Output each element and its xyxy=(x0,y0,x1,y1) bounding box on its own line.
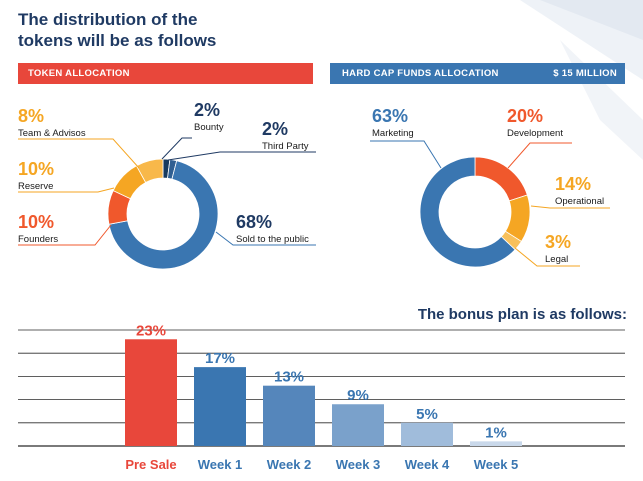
category-label: Pre Sale xyxy=(125,457,176,472)
category-label: Week 3 xyxy=(336,457,381,472)
bar-value-label: 23% xyxy=(136,322,166,339)
founders-label: Founders xyxy=(18,234,59,245)
category-label: Week 4 xyxy=(405,457,450,472)
hardcap-slice-development xyxy=(474,156,528,202)
bar-week-3 xyxy=(332,404,384,446)
development-percent: 20% xyxy=(507,106,544,126)
bar-value-label: 1% xyxy=(485,424,507,441)
development-label: Development xyxy=(507,128,563,139)
bar-week-5 xyxy=(470,441,522,446)
team-leader-line xyxy=(18,138,140,169)
bar-week-1 xyxy=(194,367,246,446)
category-label: Week 2 xyxy=(267,457,312,472)
hardcap-slice-marketing xyxy=(419,156,516,268)
third-party-leader-line xyxy=(167,151,316,161)
development-leader-line xyxy=(507,142,572,169)
operational-leader-line xyxy=(530,205,610,209)
hard-cap-header: HARD CAP FUNDS ALLOCATION $ 15 MILLION xyxy=(330,63,625,84)
bar-value-label: 17% xyxy=(205,350,235,367)
page-title: The distribution of the tokens will be a… xyxy=(18,10,217,50)
team-percent: 8% xyxy=(18,106,45,126)
reserve-label: Reserve xyxy=(18,181,54,192)
team-label: Team & Advisos xyxy=(18,128,86,139)
bonus-plan-title: The bonus plan is as follows: xyxy=(417,306,627,323)
bounty-percent: 2% xyxy=(194,100,221,120)
founders-percent: 10% xyxy=(18,212,55,232)
founders-leader-line xyxy=(18,224,112,246)
bounty-leader-line xyxy=(161,137,192,160)
legal-percent: 3% xyxy=(545,232,572,252)
token-allocation-header-text: TOKEN ALLOCATION xyxy=(28,68,130,79)
legal-leader-line xyxy=(514,247,580,267)
sold-public-label: Sold to the public xyxy=(236,234,309,245)
hard-cap-amount: $ 15 MILLION xyxy=(553,68,617,79)
reserve-leader-line xyxy=(18,187,115,193)
legal-label: Legal xyxy=(545,254,569,265)
marketing-label: Marketing xyxy=(372,128,414,139)
operational-percent: 14% xyxy=(555,174,592,194)
hard-cap-header-text: HARD CAP FUNDS ALLOCATION xyxy=(342,68,499,79)
bar-week-2 xyxy=(263,385,315,446)
reserve-percent: 10% xyxy=(18,159,55,179)
third-party-percent: 2% xyxy=(262,119,289,139)
token-slice-team-advisos xyxy=(135,158,164,183)
operational-label: Operational xyxy=(555,196,605,207)
bar-value-label: 13% xyxy=(274,369,304,386)
third-party-label: Third Party xyxy=(262,141,309,152)
bar-week-4 xyxy=(401,422,453,446)
category-label: Week 5 xyxy=(474,457,519,472)
bar-value-label: 5% xyxy=(416,406,438,423)
marketing-leader-line xyxy=(370,140,442,169)
sold-public-leader-line xyxy=(215,231,316,246)
bar-value-label: 9% xyxy=(347,387,369,404)
sold-public-percent: 68% xyxy=(236,212,273,232)
bar-pre-sale xyxy=(125,339,177,446)
marketing-percent: 63% xyxy=(372,106,409,126)
token-allocation-header: TOKEN ALLOCATION xyxy=(18,63,313,84)
token-slice-sold-to-the-public xyxy=(108,160,219,270)
bounty-label: Bounty xyxy=(194,122,224,133)
category-label: Week 1 xyxy=(198,457,243,472)
